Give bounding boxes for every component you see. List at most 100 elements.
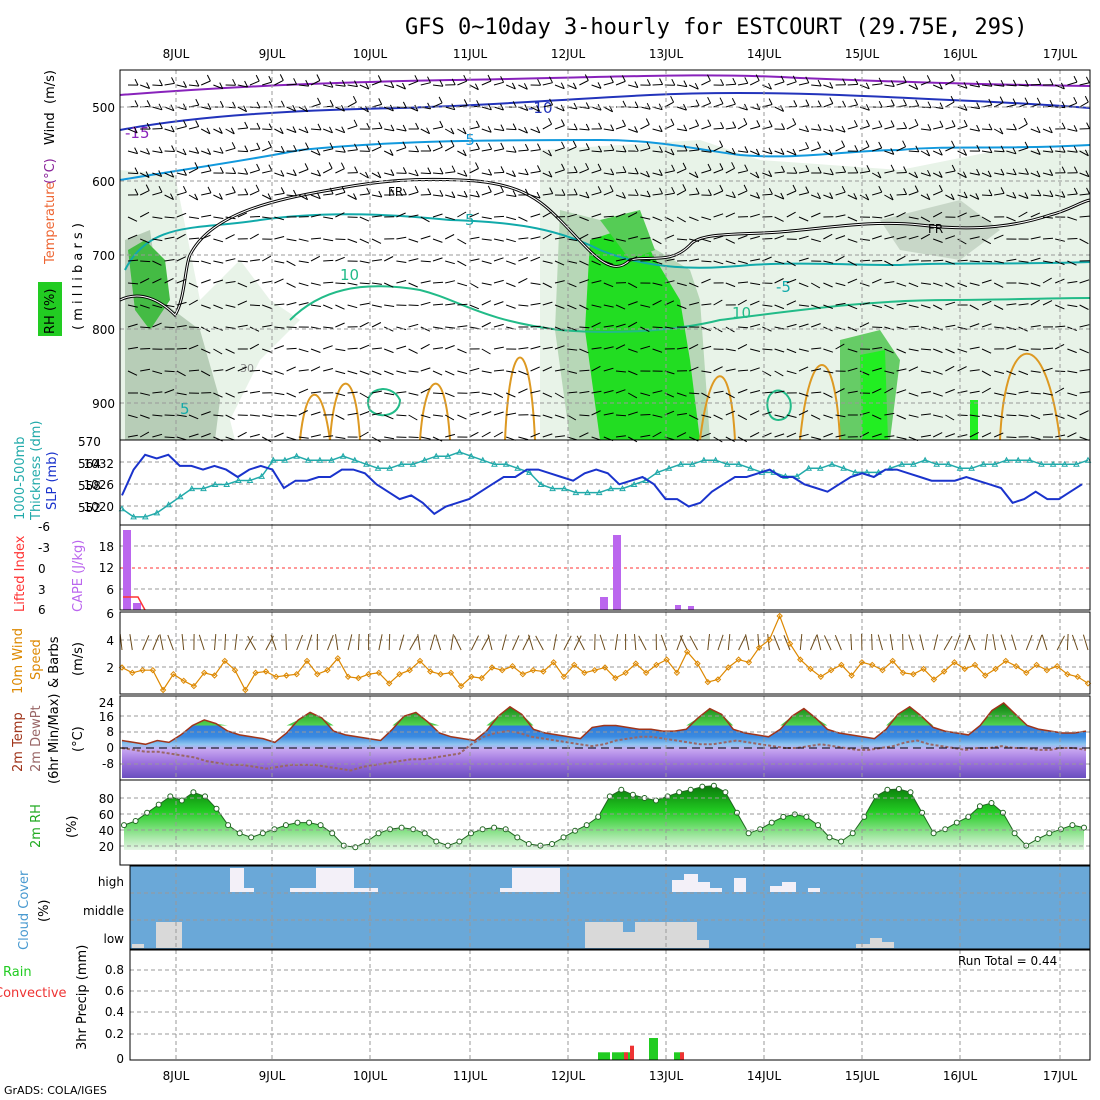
wind-barb-flag bbox=[951, 120, 956, 127]
wind-speed-marker bbox=[817, 673, 825, 681]
wind-barb bbox=[530, 325, 541, 328]
wind-speed-marker bbox=[1012, 662, 1020, 670]
rh2m-marker bbox=[976, 803, 983, 810]
wind-barb-flag bbox=[1085, 76, 1090, 84]
wind-barb bbox=[481, 282, 492, 286]
wind-barb bbox=[847, 194, 858, 200]
wind-barb bbox=[554, 304, 565, 309]
surface-wind-barb bbox=[450, 634, 454, 651]
wind-barb bbox=[811, 212, 821, 218]
rh2m-marker bbox=[618, 786, 625, 793]
wind-barb bbox=[774, 235, 785, 240]
wind-barb bbox=[347, 84, 358, 88]
thickness-marker bbox=[316, 456, 324, 463]
wind-speed-marker bbox=[848, 672, 855, 679]
wind-barb bbox=[847, 83, 858, 86]
wind-barb bbox=[164, 82, 175, 86]
wind-barb bbox=[1030, 212, 1041, 218]
wind-barb bbox=[823, 392, 833, 398]
wind-barb bbox=[262, 170, 273, 174]
wind-barb-flag bbox=[695, 99, 700, 106]
wind-barb bbox=[225, 304, 236, 308]
wind-barb-flag bbox=[890, 120, 895, 127]
wind-barb-flag bbox=[256, 142, 261, 150]
contour-10-loop-east bbox=[766, 389, 792, 421]
wind-barb-flag bbox=[1084, 95, 1089, 103]
rh2m-marker bbox=[849, 830, 856, 837]
wind-barb bbox=[188, 369, 200, 372]
wind-barb-flag bbox=[329, 142, 334, 150]
wind-barb bbox=[835, 414, 846, 418]
wind-barb bbox=[432, 392, 444, 395]
wind-barb bbox=[164, 236, 175, 240]
wind-barb-flag bbox=[927, 101, 932, 108]
wind-barb bbox=[786, 150, 797, 156]
rh2m-marker bbox=[838, 838, 845, 845]
wind-barb bbox=[457, 238, 467, 245]
rh2m-marker bbox=[895, 786, 902, 792]
wind-barb bbox=[225, 192, 236, 196]
wind-barb-flag bbox=[793, 100, 798, 107]
rh2m-marker bbox=[213, 805, 220, 812]
wind-barb bbox=[445, 392, 455, 398]
wind-barb-flag bbox=[646, 190, 651, 198]
wind-speed-marker bbox=[221, 657, 229, 665]
wind-barb bbox=[786, 260, 796, 267]
wind-barb-flag bbox=[561, 163, 565, 171]
wind-barb bbox=[530, 128, 540, 134]
wind-barb-flag bbox=[366, 122, 371, 130]
wind-barb bbox=[945, 101, 955, 108]
wind-barb-flag bbox=[537, 78, 542, 86]
wind-barb-flag bbox=[659, 187, 663, 195]
wind-barb bbox=[896, 302, 907, 306]
wind-unit-label: (m/s) bbox=[43, 70, 58, 104]
wind-barb bbox=[1006, 258, 1017, 262]
wind-barb-flag bbox=[219, 82, 224, 89]
wind-barb bbox=[225, 348, 235, 354]
thickness-marker bbox=[456, 448, 463, 455]
surface-wind-barb bbox=[388, 633, 391, 651]
wind-barb bbox=[481, 172, 492, 176]
wind-barb bbox=[249, 414, 260, 417]
wind-barb bbox=[176, 256, 187, 262]
wind-barb bbox=[481, 411, 492, 416]
wind-barb-flag bbox=[352, 95, 357, 103]
temp-panel: 24 16 8 0 -8 2m Temp 2m DewPt (6hr Min/M… bbox=[11, 694, 1091, 784]
wind-speed-marker bbox=[694, 660, 701, 667]
wind-barb-flag bbox=[890, 80, 895, 87]
wind-barb bbox=[493, 238, 504, 242]
wind-barb-flag bbox=[194, 162, 199, 169]
wind-tick: 2 bbox=[106, 661, 114, 675]
wind-barb bbox=[249, 233, 259, 240]
wind-barb-flag bbox=[329, 81, 334, 88]
wind-barb-flag bbox=[903, 121, 908, 129]
wind-barb bbox=[823, 414, 834, 419]
wind-barb bbox=[567, 304, 577, 310]
wind-barb-flag bbox=[280, 187, 285, 194]
rh2m-marker bbox=[884, 786, 891, 793]
slp-panel-frame bbox=[119, 439, 1091, 526]
wind-barb bbox=[920, 233, 931, 240]
surface-wind-barb bbox=[1036, 634, 1043, 651]
wind-barb-flag bbox=[817, 166, 822, 174]
wind-barb bbox=[384, 436, 395, 440]
wind-barb-flag bbox=[439, 189, 444, 197]
thickness-marker bbox=[595, 489, 603, 496]
wind-barb bbox=[811, 323, 821, 328]
rh2m-marker bbox=[271, 826, 278, 833]
wind-barb bbox=[298, 388, 309, 394]
wind-barb-flag bbox=[988, 189, 993, 196]
wind-speed-marker bbox=[961, 665, 968, 673]
rh2m-marker bbox=[676, 789, 683, 796]
wind-barb bbox=[786, 81, 797, 86]
wind-barb bbox=[335, 392, 346, 397]
wind-barb-flag bbox=[572, 140, 577, 148]
wind-barb-flag bbox=[243, 105, 248, 112]
surface-wind-barb bbox=[470, 635, 479, 651]
wind-barb bbox=[506, 260, 516, 265]
wind-speed-marker bbox=[344, 673, 352, 681]
thickness-tick: 570 bbox=[78, 435, 101, 449]
thickness-marker bbox=[619, 485, 626, 492]
rh2m-tick: 80 bbox=[99, 792, 114, 806]
li-tick: 3 bbox=[38, 583, 46, 597]
